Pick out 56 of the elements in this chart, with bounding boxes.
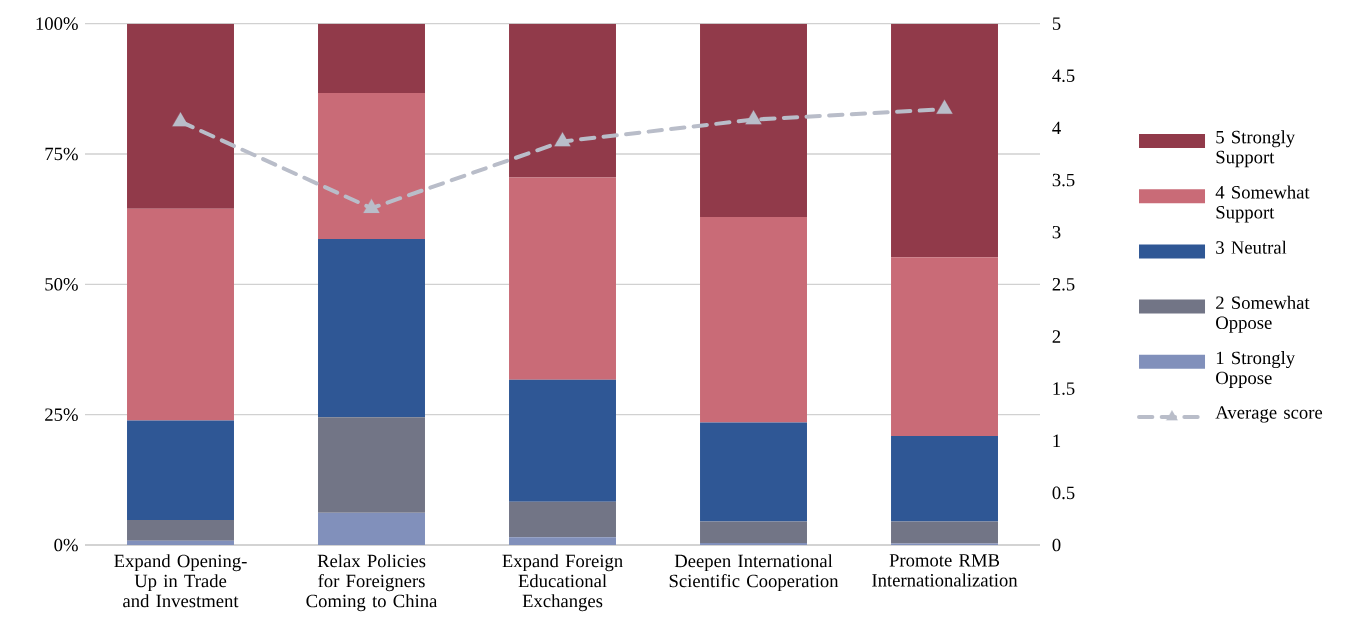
x-tick-label: Expand Foreign Educational Exchanges: [502, 554, 623, 612]
y-tick-label: 50%: [45, 277, 78, 291]
y2-tick-label: 2: [1052, 330, 1061, 343]
legend-label: 1 Strongly Oppose: [1216, 351, 1296, 388]
y2-tick-label: 1: [1053, 434, 1061, 447]
bar: [891, 23, 998, 258]
legend-label: 5 Strongly Support: [1216, 130, 1296, 168]
bar: [700, 23, 807, 218]
bar: [318, 23, 425, 93]
x-tick-label: Expand Opening-Up in Trade and Investment: [114, 554, 247, 608]
y2-tick-label: 0: [1052, 538, 1061, 552]
bar: [127, 519, 234, 541]
y-tick-label: 75%: [45, 147, 78, 161]
bar: [127, 540, 234, 545]
bar: [318, 512, 425, 545]
bar: [318, 417, 425, 513]
x-tick-label: Deepen International Scientific Cooperation: [669, 554, 839, 592]
bar: [509, 501, 616, 538]
bar: [891, 521, 998, 544]
bar: [700, 422, 807, 522]
point: [936, 99, 953, 114]
legend-label: 4 Somewhat Support: [1215, 185, 1310, 223]
y2-tick-label: 0.5: [1052, 486, 1075, 500]
bar: [127, 23, 234, 209]
bar: [509, 177, 616, 380]
y2-tick-label: 2.5: [1052, 278, 1075, 291]
y-tick-label: 100%: [36, 17, 78, 30]
bar: [127, 208, 234, 421]
legend-label: 3 Neutral: [1216, 240, 1287, 254]
bar: [891, 436, 998, 522]
point: [363, 198, 380, 213]
legend-label: 2 Somewhat Oppose: [1216, 295, 1310, 333]
y2-tick-label: 5: [1052, 17, 1061, 30]
bar: [127, 420, 234, 520]
y2-tick-label: 4.5: [1052, 69, 1075, 83]
bar: [700, 217, 807, 423]
bar: [509, 537, 616, 545]
bar: [509, 379, 616, 502]
y2-tick-label: 1.5: [1053, 382, 1075, 395]
bar: [318, 238, 425, 418]
y2-tick-label: 4: [1052, 121, 1061, 135]
y2-tick-label: 3.5: [1052, 173, 1075, 187]
point: [554, 132, 571, 147]
bar: [509, 23, 616, 178]
point: [172, 112, 189, 127]
bar: [318, 93, 425, 239]
y2-tick-label: 3: [1052, 225, 1061, 239]
bar: [700, 521, 807, 543]
y-tick-label: 25%: [45, 408, 78, 421]
bar: [891, 257, 998, 437]
y-tick-label: 0%: [54, 538, 78, 552]
x-tick-label: Promote RMB Internationalization: [872, 554, 1018, 587]
x-tick-label: Relax Policies for Foreigners Coming to China: [306, 554, 438, 612]
point: [745, 110, 762, 125]
bar: [700, 542, 807, 545]
legend-label: Average score: [1215, 406, 1323, 423]
